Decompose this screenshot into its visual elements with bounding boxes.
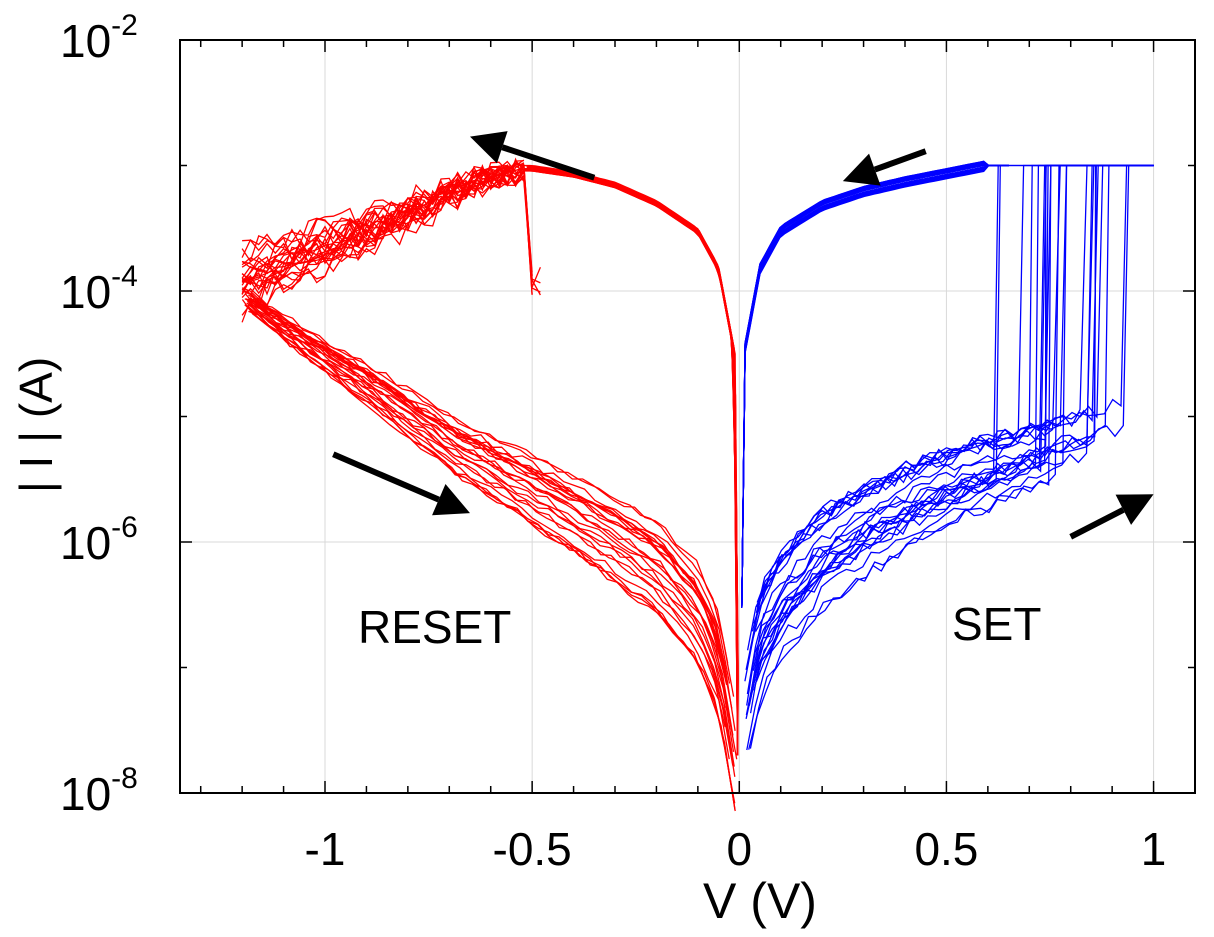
arrows xyxy=(332,131,1154,540)
reset-high-state-curve xyxy=(538,167,739,756)
reset-high-state-curve xyxy=(542,168,739,756)
reset-high-state-curve xyxy=(526,165,739,756)
set-high-state-curve xyxy=(741,164,1009,608)
reset-low-state-curve xyxy=(248,294,726,669)
reset-high-state-curve xyxy=(536,170,739,756)
set-curve xyxy=(752,164,1154,671)
arrow-head xyxy=(842,153,881,186)
reset-high-state-curve xyxy=(524,170,739,756)
x-tick-labels: -1 -0.5 0 0.5 1 xyxy=(305,823,1167,875)
reset-high-state-curve xyxy=(526,167,739,756)
arrow-head xyxy=(470,131,508,164)
reset-down-arrow xyxy=(332,451,470,516)
y-axis-label: | I | (A) xyxy=(10,357,62,493)
reset-low-state-curve xyxy=(242,288,731,684)
x-tick-label: -1 xyxy=(305,823,346,875)
set-curve xyxy=(744,164,1154,682)
set-curve xyxy=(749,164,1154,749)
arrow-head xyxy=(432,484,470,516)
set-high-state-curve xyxy=(741,163,1009,608)
reset-low-state-curve xyxy=(247,306,736,810)
reset-branch-curve xyxy=(241,167,541,306)
reset-high-state-curve xyxy=(525,168,739,756)
set-curve xyxy=(748,164,1154,706)
reset-low-state-curve xyxy=(250,300,728,684)
set-curve xyxy=(746,164,1154,695)
arrow-shaft xyxy=(873,148,927,173)
reset-high-state-curve xyxy=(527,165,739,756)
x-tick-label: -0.5 xyxy=(493,823,572,875)
set-curve xyxy=(748,164,1154,750)
x-tick-label: 0.5 xyxy=(914,823,978,875)
reset-branch-curve xyxy=(242,159,524,252)
reset-high-state-curve xyxy=(531,167,739,756)
reset-low-state-curve xyxy=(244,298,733,731)
arrow-head xyxy=(1115,494,1154,525)
set-high-state-curve xyxy=(741,164,1009,608)
set-high-state-curve xyxy=(741,164,1009,608)
plot-frame xyxy=(179,39,1196,794)
x-tick-label: 0 xyxy=(726,823,752,875)
set-down-arrow xyxy=(842,148,927,186)
set-high-state-curve xyxy=(741,164,1009,608)
reset-high-state-curve xyxy=(520,164,739,756)
reset-low-state-curve xyxy=(248,310,736,812)
series-layer xyxy=(241,157,1154,812)
reset-high-state-curve xyxy=(535,170,739,756)
arrow-shaft xyxy=(1069,507,1125,540)
reset-branch-curve xyxy=(241,157,525,286)
reset-high-state-curve xyxy=(527,168,739,756)
reset-high-state-curve xyxy=(533,168,739,756)
set-up-arrow xyxy=(1069,494,1154,540)
reset-high-state-curve xyxy=(530,170,739,756)
y-tick-label: 10-8 xyxy=(60,762,138,820)
reset-branch-curve xyxy=(241,164,541,296)
reset-low-state-curve xyxy=(241,299,730,760)
y-tick-label: 10-6 xyxy=(60,511,138,569)
reset-high-state-curve xyxy=(539,169,739,756)
reset-low-state-curve xyxy=(246,289,735,697)
y-tick-label: 10-2 xyxy=(60,9,138,67)
x-tick-label: 1 xyxy=(1141,823,1167,875)
reset-high-state-curve xyxy=(523,168,739,756)
set-curve xyxy=(745,164,1154,720)
reset-branch-curve xyxy=(241,167,533,289)
set-curve xyxy=(753,164,1154,624)
axis-ticks xyxy=(180,39,1195,794)
arrow-shaft xyxy=(501,144,596,181)
reset-high-state-curve xyxy=(539,166,739,756)
reset-low-state-curve xyxy=(246,300,735,767)
y-tick-label: 10-4 xyxy=(60,260,138,318)
set-curve xyxy=(749,164,1154,696)
set-annotation: SET xyxy=(952,598,1041,650)
reset-up-arrow xyxy=(470,131,596,181)
reset-high-state-curve xyxy=(527,167,739,756)
reset-low-state-curve xyxy=(248,302,726,728)
reset-branch-curve xyxy=(241,168,517,282)
y-tick-labels: 10-8 10-6 10-4 10-2 xyxy=(60,9,138,820)
set-curve xyxy=(745,164,1154,716)
reset-high-state-curve xyxy=(543,171,739,756)
arrow-shaft xyxy=(332,451,440,503)
reset-low-state-curve xyxy=(247,303,736,777)
reset-low-state-curve xyxy=(245,304,734,766)
reset-high-state-curve xyxy=(529,167,739,756)
x-axis-label: V (V) xyxy=(703,873,817,929)
reset-low-state-curve xyxy=(246,302,735,753)
set-curve xyxy=(749,164,1154,714)
reset-low-state-curve xyxy=(247,306,736,804)
reset-low-state-curve xyxy=(248,298,736,732)
set-high-state-curve xyxy=(741,162,1009,608)
grid xyxy=(180,39,1195,794)
set-curve xyxy=(756,164,1154,603)
reset-high-state-curve xyxy=(524,168,739,756)
set-curve xyxy=(746,164,1154,751)
reset-annotation: RESET xyxy=(358,601,511,653)
reset-high-state-curve xyxy=(526,166,739,756)
set-high-state-curve xyxy=(741,164,1009,608)
set-curve xyxy=(751,164,1154,632)
reset-high-state-curve xyxy=(523,169,739,756)
